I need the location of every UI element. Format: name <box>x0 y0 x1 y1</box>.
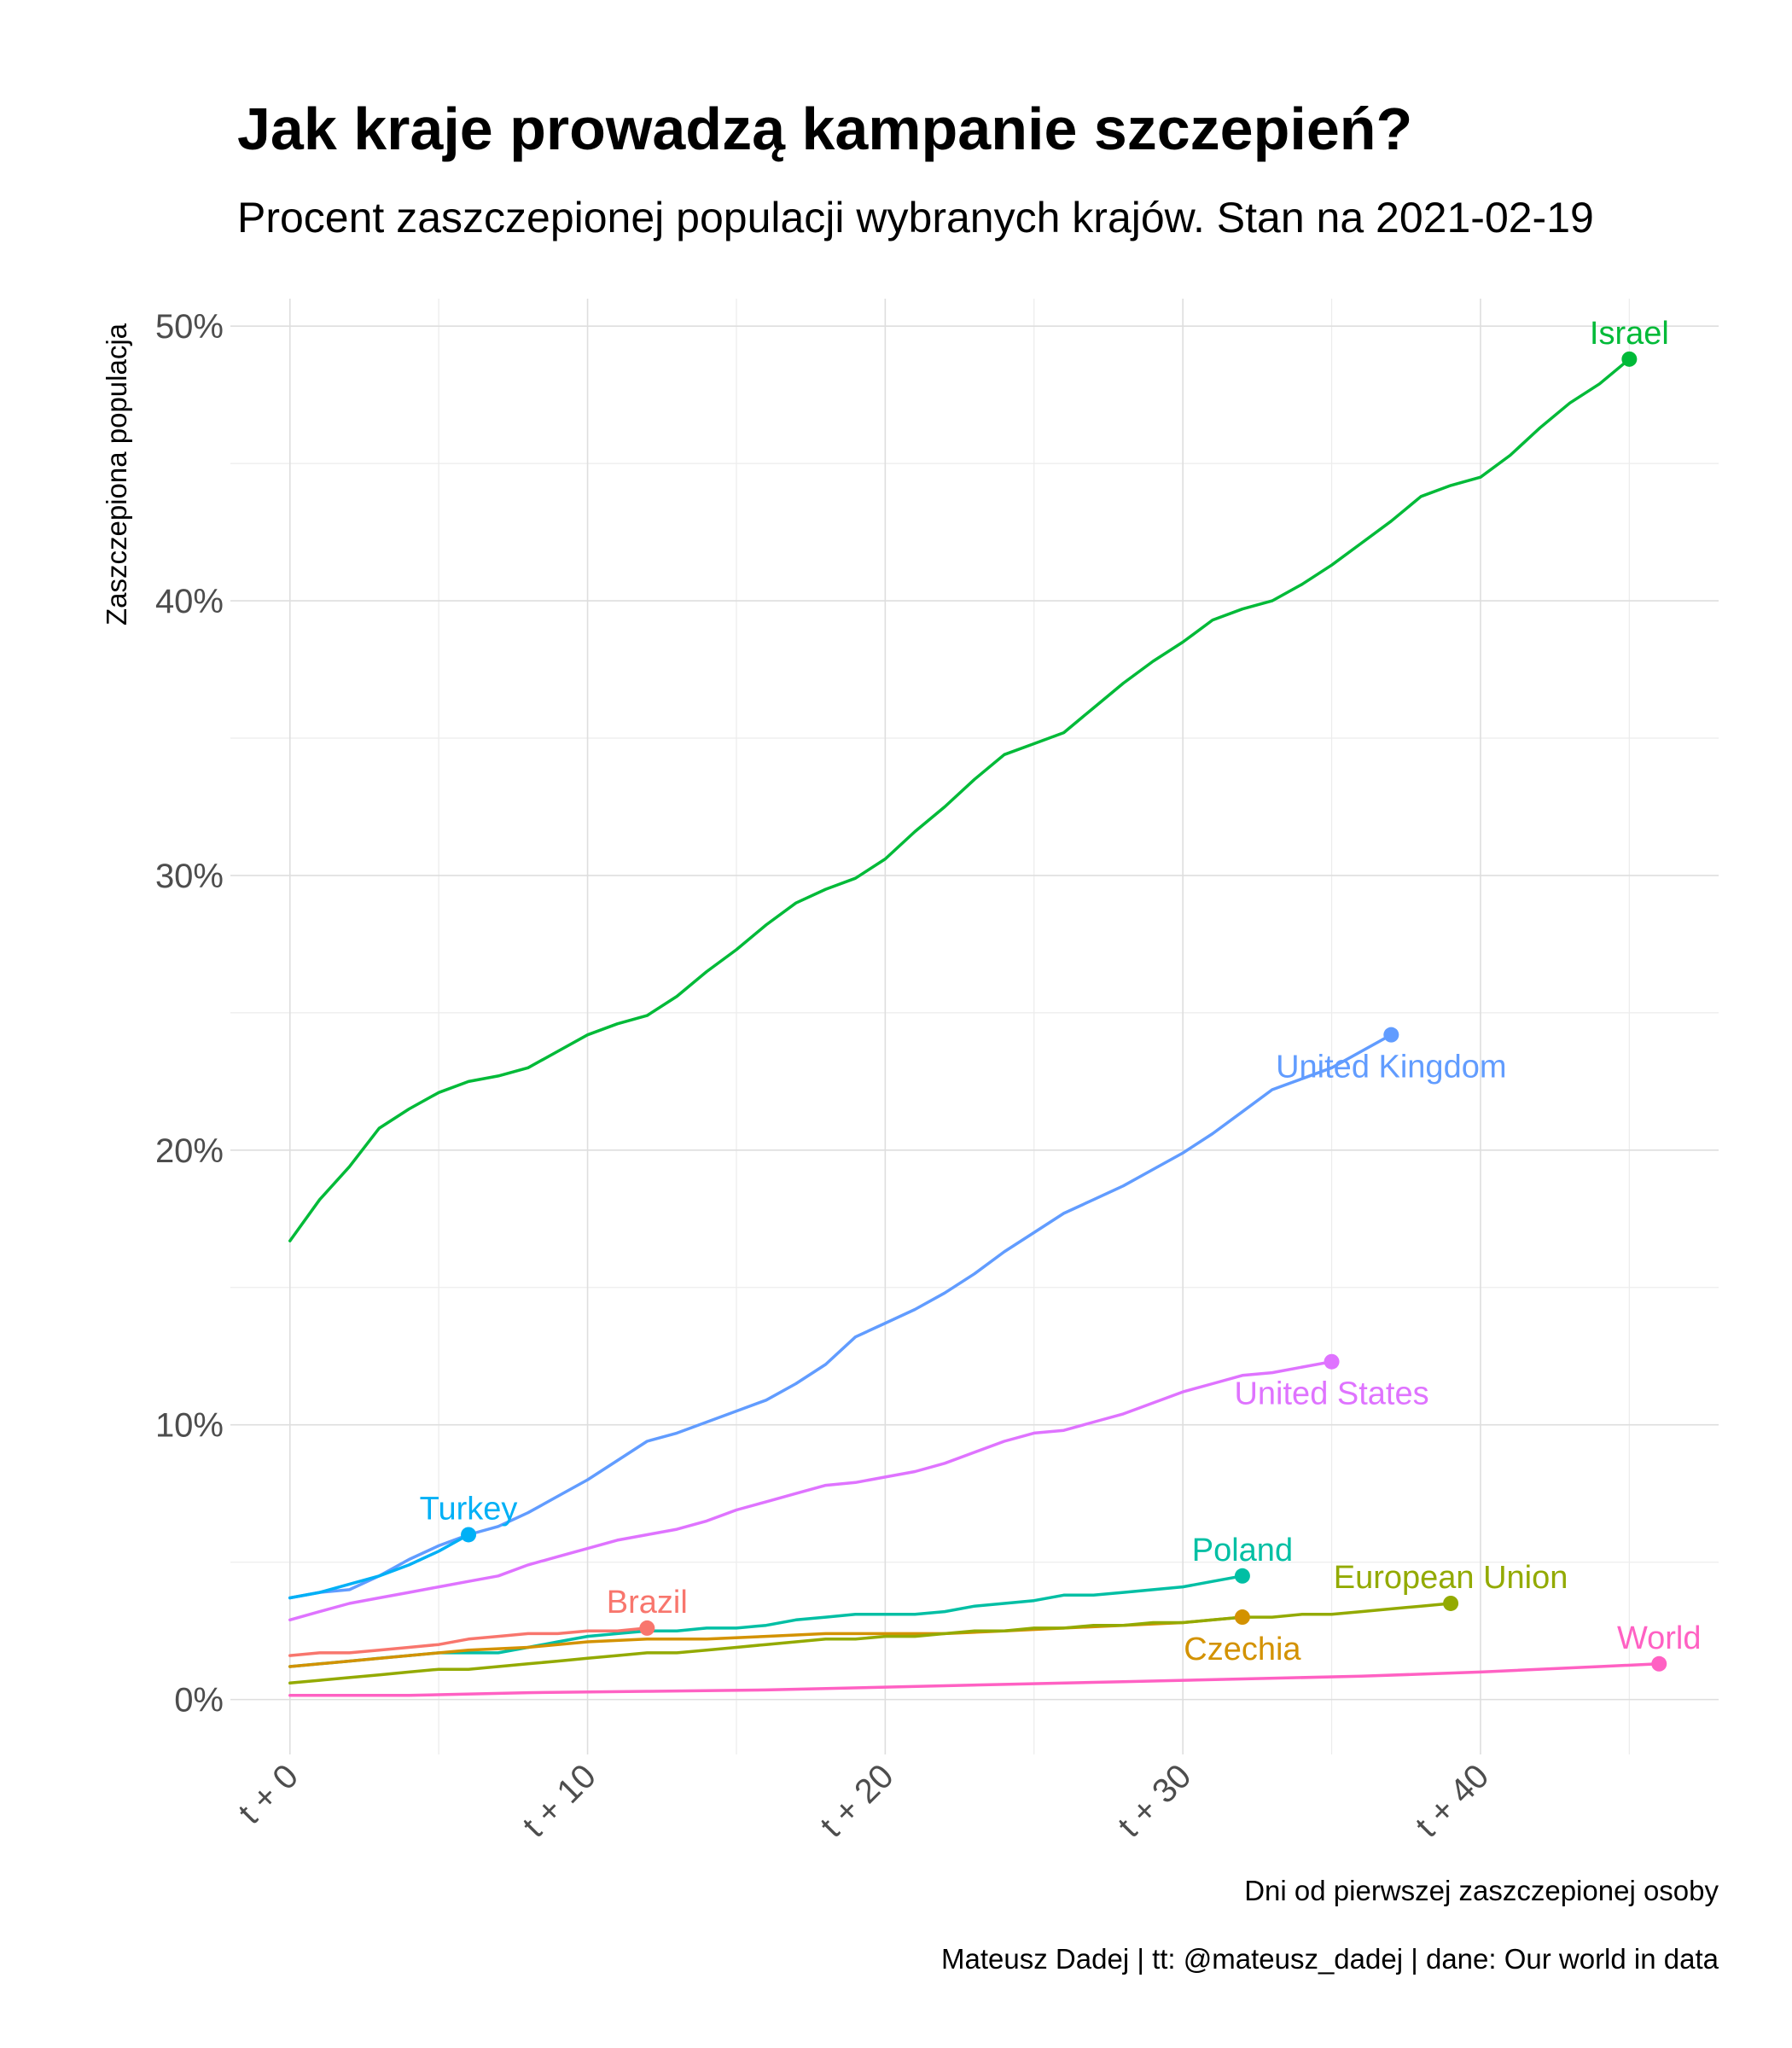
series-label-united-states: United States <box>1234 1376 1428 1412</box>
series-endpoint-czechia <box>1234 1609 1250 1626</box>
chart-caption: Mateusz Dadej | tt: @mateusz_dadej | dan… <box>941 1943 1719 1975</box>
y-tick-label: 50% <box>155 308 224 346</box>
x-tick-label: t + 10 <box>515 1757 603 1845</box>
x-tick-label: t + 40 <box>1409 1757 1497 1845</box>
series-endpoint-world <box>1651 1655 1667 1672</box>
series-line-european-union <box>288 1602 1452 1685</box>
series-line-brazil <box>288 1626 649 1657</box>
series-line-turkey <box>288 1533 470 1600</box>
grid-lines <box>230 299 1719 1754</box>
series-line-world <box>288 1662 1661 1697</box>
series-endpoint-european-union <box>1443 1595 1459 1611</box>
y-axis-ticks: 0% 10% 20% 30% 40% 50% <box>155 308 224 1719</box>
y-tick-label: 20% <box>155 1132 224 1170</box>
x-axis-ticks: t + 0 t + 10 t + 20 t + 30 t + 40 <box>231 1757 1496 1845</box>
series-end-points <box>461 351 1667 1672</box>
x-axis-label: Dni od pierwszej zaszczepionej osoby <box>1244 1875 1719 1906</box>
chart-title: Jak kraje prowadzą kampanie szczepień? <box>237 96 1412 162</box>
x-tick-label: t + 30 <box>1111 1757 1199 1845</box>
y-tick-label: 0% <box>174 1682 224 1719</box>
series-line-united-states <box>288 1359 1334 1622</box>
series-endpoint-turkey <box>461 1527 477 1543</box>
chart-subtitle: Procent zaszczepionej populacji wybranyc… <box>237 194 1594 241</box>
y-tick-label: 40% <box>155 583 224 620</box>
y-tick-label: 30% <box>155 858 224 895</box>
series-endpoint-united-states <box>1324 1353 1340 1370</box>
series-label-israel: Israel <box>1590 316 1669 352</box>
series-label-poland: Poland <box>1192 1533 1293 1568</box>
series-label-turkey: Turkey <box>420 1491 518 1527</box>
y-tick-label: 10% <box>155 1407 224 1445</box>
x-tick-label: t + 20 <box>813 1757 901 1845</box>
series-label-brazil: Brazil <box>607 1585 688 1620</box>
series-endpoint-poland <box>1234 1568 1250 1584</box>
series-label-european-union: European Union <box>1334 1560 1568 1596</box>
series-label-united-kingdom: United Kingdom <box>1276 1050 1506 1085</box>
series-label-czechia: Czechia <box>1184 1632 1301 1667</box>
series-labels: Israel United Kingdom United States Turkey P… <box>420 316 1702 1667</box>
y-axis-label: Zaszczepiona populacja <box>101 323 132 625</box>
series-label-world: World <box>1617 1620 1702 1656</box>
x-tick-label: t + 0 <box>231 1757 305 1831</box>
series-endpoint-israel <box>1621 351 1638 367</box>
series-lines <box>288 358 1661 1697</box>
series-line-israel <box>288 358 1632 1242</box>
series-endpoint-brazil <box>639 1620 655 1636</box>
series-endpoint-united-kingdom <box>1383 1027 1399 1043</box>
